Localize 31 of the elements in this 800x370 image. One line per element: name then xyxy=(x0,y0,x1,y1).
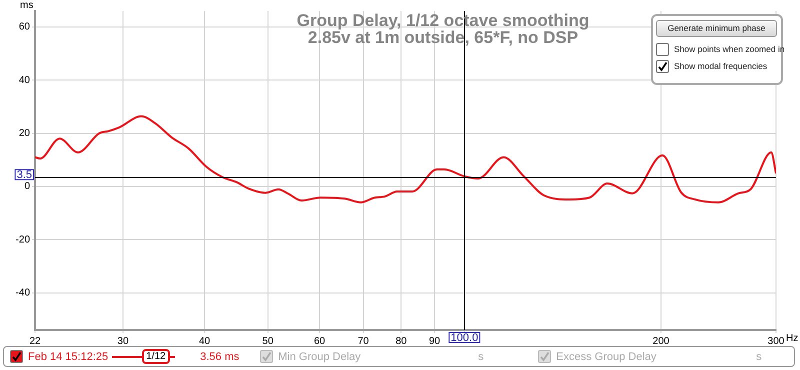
options-panel: Generate minimum phase Show points when zoomed in Show modal frequencies xyxy=(651,14,783,85)
ref-line-label: 3.5 xyxy=(16,169,32,182)
x-tick-label: 30 xyxy=(117,336,129,347)
x-tick-label: 40 xyxy=(198,336,211,347)
legend-label: Feb 14 15:12:25 xyxy=(28,350,108,362)
x-axis-title: Hz xyxy=(786,332,798,344)
y-tick-label: 20 xyxy=(18,128,30,140)
x-tick-label: 200 xyxy=(652,336,670,347)
ref-line-label: 100.0 xyxy=(450,332,478,344)
annotation: Show points when zoomed in xyxy=(673,43,785,56)
x-tick-label: 80 xyxy=(396,336,408,347)
text: 1/12 xyxy=(142,349,170,364)
text: s xyxy=(478,350,485,362)
annotation: Generate minimum phase xyxy=(656,20,777,37)
y-tick-label: 40 xyxy=(18,74,30,86)
x-tick-label: 60 xyxy=(314,336,326,347)
text: s xyxy=(756,350,762,362)
x-tick-label: 70 xyxy=(358,336,370,347)
x-tick-label: 90 xyxy=(428,336,441,347)
y-tick-label: 0 xyxy=(24,181,30,192)
x-tick-label: 300 xyxy=(768,336,785,347)
y-axis-title: ms xyxy=(20,0,34,11)
annotation: Show modal frequencies xyxy=(673,60,768,73)
y-tick-label: -40 xyxy=(16,288,30,299)
y-tick-label: 60 xyxy=(18,22,30,33)
x-tick-label: 22 xyxy=(29,336,41,347)
y-tick-label: -20 xyxy=(16,234,30,246)
text: Excess Group Delay xyxy=(556,350,658,362)
text: 3.56 ms xyxy=(200,350,240,362)
x-tick-label: 50 xyxy=(262,336,274,347)
text: Min Group Delay xyxy=(278,350,362,362)
